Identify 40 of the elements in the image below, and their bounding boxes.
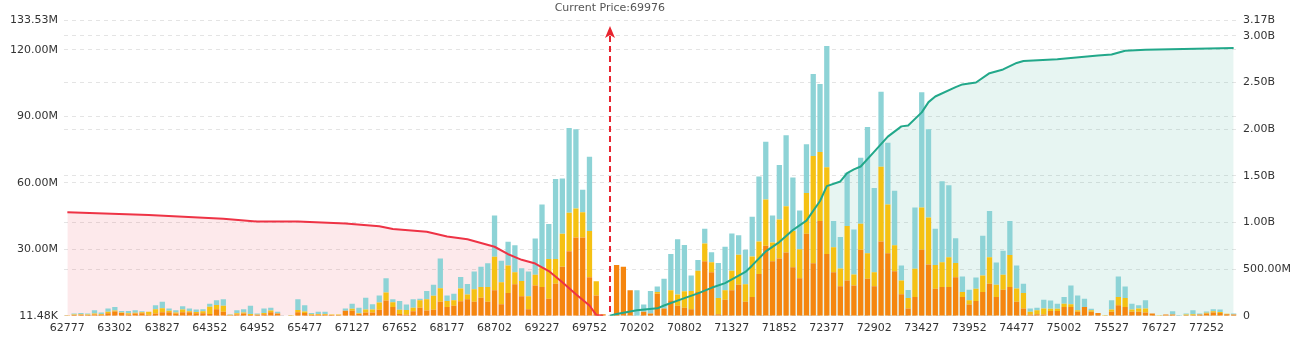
y2-tick-label: 2.50B: [1243, 75, 1276, 89]
y2-tick-label: 1.50B: [1243, 168, 1276, 182]
x-tick-label: 68177: [429, 321, 465, 335]
x-tick-label: 72902: [856, 321, 892, 335]
x-tick-label: 70802: [666, 321, 702, 335]
y-tick-label: 90.00M: [17, 109, 58, 123]
x-tick-label: 69227: [524, 321, 560, 335]
y-tick-label: 120.00M: [10, 42, 58, 56]
x-tick-label: 70202: [619, 321, 655, 335]
x-tick-label: 67127: [334, 321, 370, 335]
x-tick-label: 72377: [809, 321, 845, 335]
x-tick-label: 63827: [144, 321, 180, 335]
y2-tick-label: 1.00B: [1243, 215, 1276, 229]
x-tick-label: 69752: [571, 321, 607, 335]
x-tick-label: 76727: [1141, 321, 1177, 335]
x-tick-label: 75002: [1046, 321, 1082, 335]
y-tick-label: 11.48K: [19, 308, 59, 322]
y-tick-label: 60.00M: [17, 175, 58, 189]
x-tick-label: 73952: [951, 321, 987, 335]
x-tick-label: 71327: [714, 321, 750, 335]
x-tick-label: 68702: [477, 321, 513, 335]
y2-tick-label: 500.00M: [1243, 262, 1291, 275]
y2-tick-label: 0: [1243, 308, 1251, 322]
x-tick-label: 65477: [287, 321, 323, 335]
x-tick-label: 77252: [1189, 321, 1225, 335]
x-tick-label: 63302: [97, 321, 133, 335]
x-tick-label: 73427: [904, 321, 940, 335]
y2-tick-label: 2.00B: [1243, 122, 1276, 136]
x-tick-label: 67652: [382, 321, 418, 335]
x-tick-label: 62777: [49, 321, 85, 335]
y-tick-label: 30.00M: [17, 242, 58, 256]
x-tick-label: 74477: [999, 321, 1035, 335]
x-tick-label: 75527: [1094, 321, 1130, 335]
y-tick-label: 133.53M: [10, 12, 58, 26]
text: Current Price:69976: [554, 1, 665, 15]
y2-tick-label: 3.17B: [1243, 12, 1276, 26]
x-tick-label: 64952: [239, 321, 275, 335]
x-tick-label: 71852: [761, 321, 797, 335]
y2-tick-label: 3.00B: [1243, 28, 1276, 42]
x-tick-label: 64352: [192, 321, 228, 335]
